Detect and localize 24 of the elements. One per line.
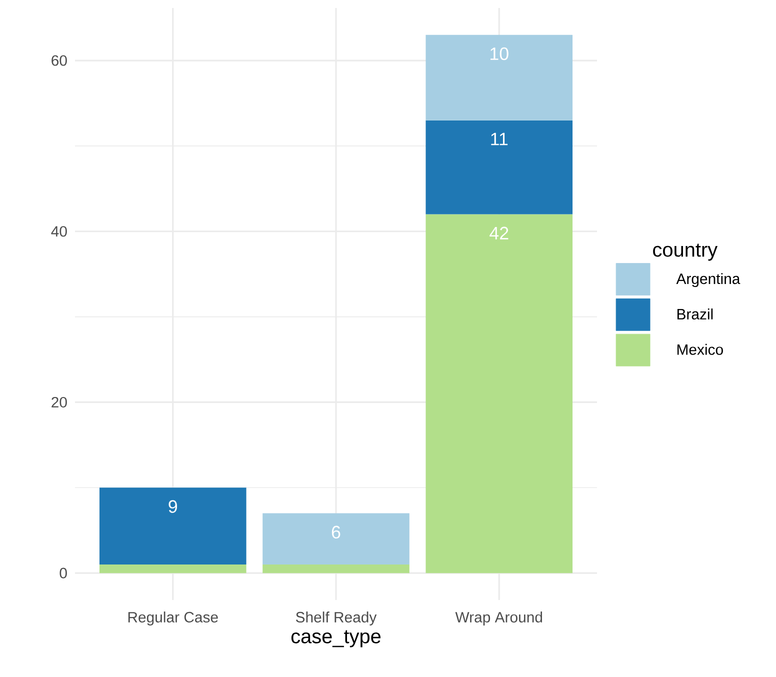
bar [99, 564, 246, 574]
bar [426, 34, 573, 120]
bar [426, 120, 573, 214]
legend-label: Argentina [676, 273, 740, 288]
data-label: 6 [332, 526, 340, 539]
x-tick-label: Wrap Around [455, 612, 542, 626]
data-label: 11 [491, 132, 508, 146]
y-tick-label: 40 [51, 226, 67, 237]
bar [262, 564, 410, 574]
data-label: 10 [490, 47, 508, 60]
y-tick-label: 60 [52, 55, 67, 66]
legend-title: country [653, 244, 718, 261]
legend-label: Brazil [677, 308, 713, 320]
bar [99, 488, 246, 565]
bar [426, 214, 573, 574]
y-tick-label: 20 [52, 396, 67, 408]
x-axis-title: case_type [291, 630, 381, 648]
legend-label: Mexico [677, 344, 723, 355]
data-label: 42 [490, 226, 508, 240]
y-tick-label: 0 [60, 568, 67, 578]
x-tick-label: Regular Case [128, 612, 218, 626]
x-tick-label: Shelf Ready [296, 612, 377, 626]
data-label: 9 [168, 500, 178, 513]
bar [262, 513, 410, 565]
